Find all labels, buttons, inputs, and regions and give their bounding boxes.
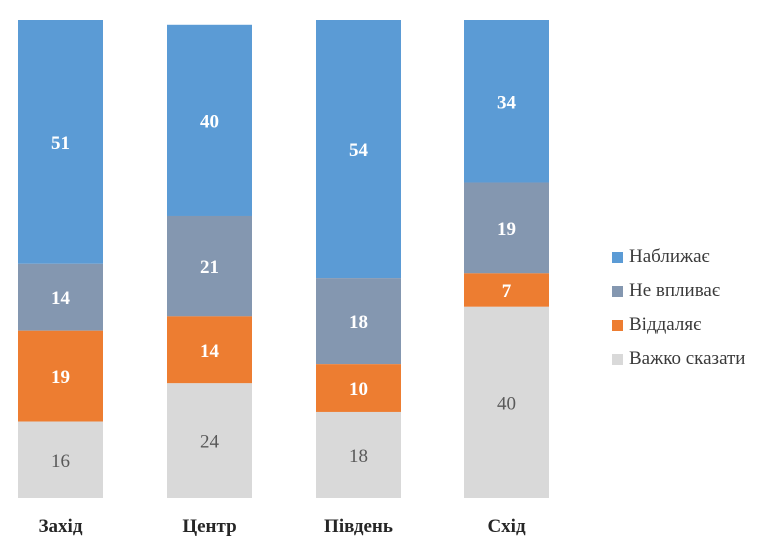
bar-segment	[167, 316, 252, 384]
legend-label: Віддаляє	[629, 314, 702, 335]
data-label: 14	[200, 341, 220, 362]
legend-label: Не впливає	[629, 280, 721, 301]
bar-segment	[167, 215, 252, 317]
data-label: 18	[349, 312, 368, 333]
legend-item: Важко сказати	[612, 342, 745, 376]
bar-segment	[18, 421, 103, 498]
legend-swatch	[612, 285, 623, 297]
data-label: 19	[497, 219, 516, 240]
bar-segment	[316, 411, 401, 498]
data-label: 10	[349, 379, 368, 400]
category-label: Захід	[39, 516, 83, 537]
bar-segment	[167, 24, 252, 216]
bar-segment	[18, 330, 103, 422]
data-label: 21	[200, 257, 219, 278]
category-label: Південь	[324, 516, 393, 537]
legend-item: Наближає	[612, 240, 745, 274]
legend-item: Віддаляє	[612, 308, 745, 342]
bar-segment	[18, 263, 103, 331]
data-label: 40	[497, 393, 516, 414]
bar-segment	[464, 306, 549, 498]
legend: Наближає Не впливає Віддаляє Важко сказати	[612, 240, 745, 376]
legend-swatch	[612, 353, 623, 365]
legend-item: Не впливає	[612, 274, 745, 308]
legend-label: Важко сказати	[629, 348, 746, 369]
category-label: Центр	[182, 516, 236, 537]
bar-segment	[464, 20, 549, 183]
data-label: 51	[51, 133, 70, 154]
data-label: 14	[51, 288, 71, 309]
data-label: 54	[349, 140, 369, 161]
legend-label: Наближає	[629, 246, 710, 267]
bar-segment	[316, 20, 401, 279]
bar-segment	[464, 182, 549, 274]
data-label: 7	[502, 281, 512, 302]
category-label: Схід	[487, 516, 526, 537]
data-label: 19	[51, 367, 70, 388]
data-label: 18	[349, 446, 368, 467]
data-label: 34	[497, 92, 517, 113]
bar-segment	[316, 278, 401, 365]
data-label: 16	[51, 451, 70, 472]
legend-swatch	[612, 251, 623, 263]
bar-segment	[18, 20, 103, 264]
bar-segment	[316, 364, 401, 412]
bar-segment	[167, 383, 252, 498]
bar-segment	[464, 273, 549, 307]
data-label: 24	[200, 432, 220, 453]
data-label: 40	[200, 111, 219, 132]
legend-swatch	[612, 319, 623, 331]
